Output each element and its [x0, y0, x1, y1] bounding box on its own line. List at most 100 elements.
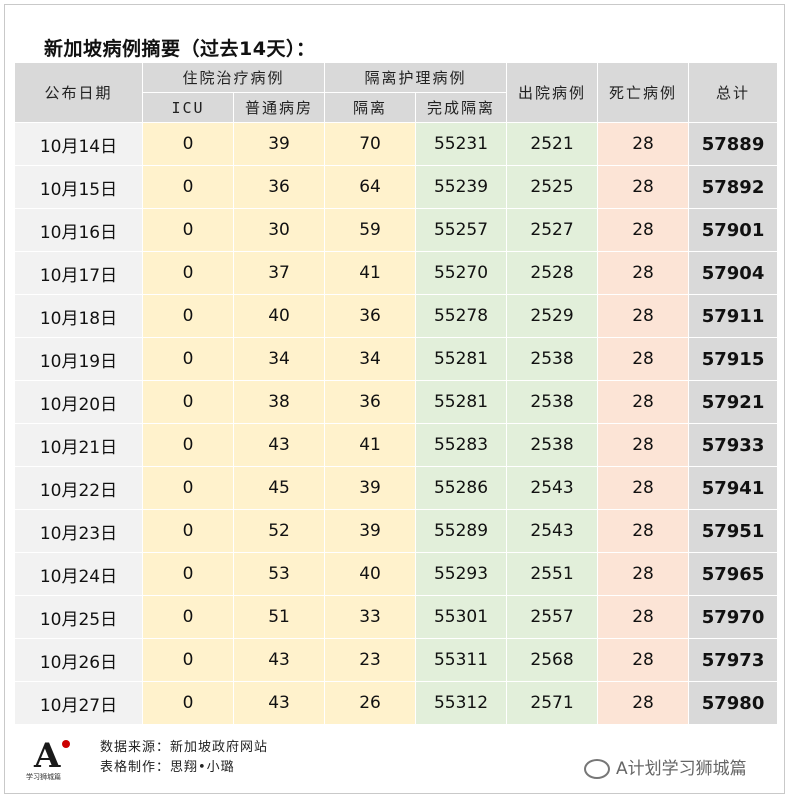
cell-isolation: 39	[324, 466, 417, 510]
cell-discharged: 2571	[506, 681, 599, 725]
cell-ward: 36	[232, 165, 326, 209]
cell-date: 10月19日	[14, 337, 143, 381]
cell-isolation: 36	[324, 380, 417, 424]
cell-isolation: 34	[324, 337, 417, 381]
cell-isolation: 41	[324, 423, 417, 467]
cell-icu: 0	[142, 595, 234, 639]
cell-discharged: 2538	[506, 337, 599, 381]
cell-date: 10月14日	[14, 122, 143, 166]
cell-discharged: 2527	[506, 208, 599, 252]
logo-letter: A	[34, 736, 61, 776]
cell-discharged: 2521	[506, 122, 599, 166]
table-row: 10月25日 0 51 33 55301 2557 28 57970	[14, 595, 779, 639]
cell-total: 57970	[688, 595, 779, 639]
logo-seal-icon	[62, 740, 70, 748]
table-row: 10月22日 0 45 39 55286 2543 28 57941	[14, 466, 779, 510]
cell-total: 57941	[688, 466, 779, 510]
cell-icu: 0	[142, 466, 234, 510]
cell-completed: 55257	[415, 208, 508, 252]
cell-discharged: 2543	[506, 466, 599, 510]
cell-deaths: 28	[597, 595, 690, 639]
watermark: A计划学习狮城篇	[584, 754, 747, 779]
cell-date: 10月17日	[14, 251, 143, 295]
header-date: 公布日期	[14, 62, 143, 123]
cell-date: 10月25日	[14, 595, 143, 639]
cell-total: 57911	[688, 294, 779, 338]
footer: 数据来源：新加坡政府网站 表格制作：思翔•小璐	[100, 738, 268, 778]
cell-discharged: 2525	[506, 165, 599, 209]
cell-discharged: 2538	[506, 423, 599, 467]
cell-total: 57980	[688, 681, 779, 725]
cell-icu: 0	[142, 638, 234, 682]
table-row: 10月15日 0 36 64 55239 2525 28 57892	[14, 165, 779, 209]
header-icu: ICU	[142, 92, 234, 123]
cell-isolation: 64	[324, 165, 417, 209]
cell-icu: 0	[142, 509, 234, 553]
cell-completed: 55286	[415, 466, 508, 510]
cell-completed: 55283	[415, 423, 508, 467]
cell-ward: 45	[232, 466, 326, 510]
cell-icu: 0	[142, 681, 234, 725]
cell-ward: 43	[232, 681, 326, 725]
cell-date: 10月24日	[14, 552, 143, 596]
cell-deaths: 28	[597, 337, 690, 381]
cell-date: 10月21日	[14, 423, 143, 467]
cell-discharged: 2528	[506, 251, 599, 295]
cell-icu: 0	[142, 337, 234, 381]
cell-total: 57965	[688, 552, 779, 596]
cell-ward: 37	[232, 251, 326, 295]
cell-deaths: 28	[597, 251, 690, 295]
cell-ward: 53	[232, 552, 326, 596]
cell-deaths: 28	[597, 423, 690, 467]
cell-total: 57901	[688, 208, 779, 252]
cell-isolation: 36	[324, 294, 417, 338]
cell-completed: 55281	[415, 380, 508, 424]
logo-text: 学习狮城篇	[26, 773, 61, 781]
cell-ward: 51	[232, 595, 326, 639]
cell-deaths: 28	[597, 294, 690, 338]
cell-isolation: 41	[324, 251, 417, 295]
cell-deaths: 28	[597, 466, 690, 510]
cell-date: 10月27日	[14, 681, 143, 725]
cell-deaths: 28	[597, 509, 690, 553]
cell-total: 57951	[688, 509, 779, 553]
cell-isolation: 33	[324, 595, 417, 639]
cell-isolation: 39	[324, 509, 417, 553]
cell-icu: 0	[142, 122, 234, 166]
table-row: 10月14日 0 39 70 55231 2521 28 57889	[14, 122, 779, 166]
cell-discharged: 2568	[506, 638, 599, 682]
table-row: 10月21日 0 43 41 55283 2538 28 57933	[14, 423, 779, 467]
cell-completed: 55278	[415, 294, 508, 338]
cell-completed: 55312	[415, 681, 508, 725]
cell-ward: 34	[232, 337, 326, 381]
cell-icu: 0	[142, 552, 234, 596]
cell-icu: 0	[142, 208, 234, 252]
cell-total: 57889	[688, 122, 779, 166]
cell-icu: 0	[142, 251, 234, 295]
cell-completed: 55293	[415, 552, 508, 596]
cell-deaths: 28	[597, 165, 690, 209]
cell-completed: 55281	[415, 337, 508, 381]
watermark-text: A计划学习狮城篇	[616, 759, 747, 779]
header-ward: 普通病房	[232, 92, 326, 123]
cell-total: 57933	[688, 423, 779, 467]
cell-date: 10月18日	[14, 294, 143, 338]
cell-ward: 30	[232, 208, 326, 252]
cell-total: 57973	[688, 638, 779, 682]
cell-discharged: 2538	[506, 380, 599, 424]
page-title: 新加坡病例摘要（过去14天）：	[44, 38, 316, 60]
header-discharged: 出院病例	[506, 62, 599, 123]
header-isolation: 隔离	[324, 92, 417, 123]
cell-completed: 55301	[415, 595, 508, 639]
table-row: 10月26日 0 43 23 55311 2568 28 57973	[14, 638, 779, 682]
footer-source: 数据来源：新加坡政府网站	[100, 740, 269, 755]
cell-date: 10月20日	[14, 380, 143, 424]
header-deaths: 死亡病例	[597, 62, 690, 123]
footer-maker: 表格制作：思翔•小璐	[100, 760, 235, 775]
cell-total: 57921	[688, 380, 779, 424]
cell-ward: 39	[232, 122, 326, 166]
cell-discharged: 2551	[506, 552, 599, 596]
cell-date: 10月23日	[14, 509, 143, 553]
logo: A 学习狮城篇	[26, 736, 82, 782]
cell-isolation: 26	[324, 681, 417, 725]
